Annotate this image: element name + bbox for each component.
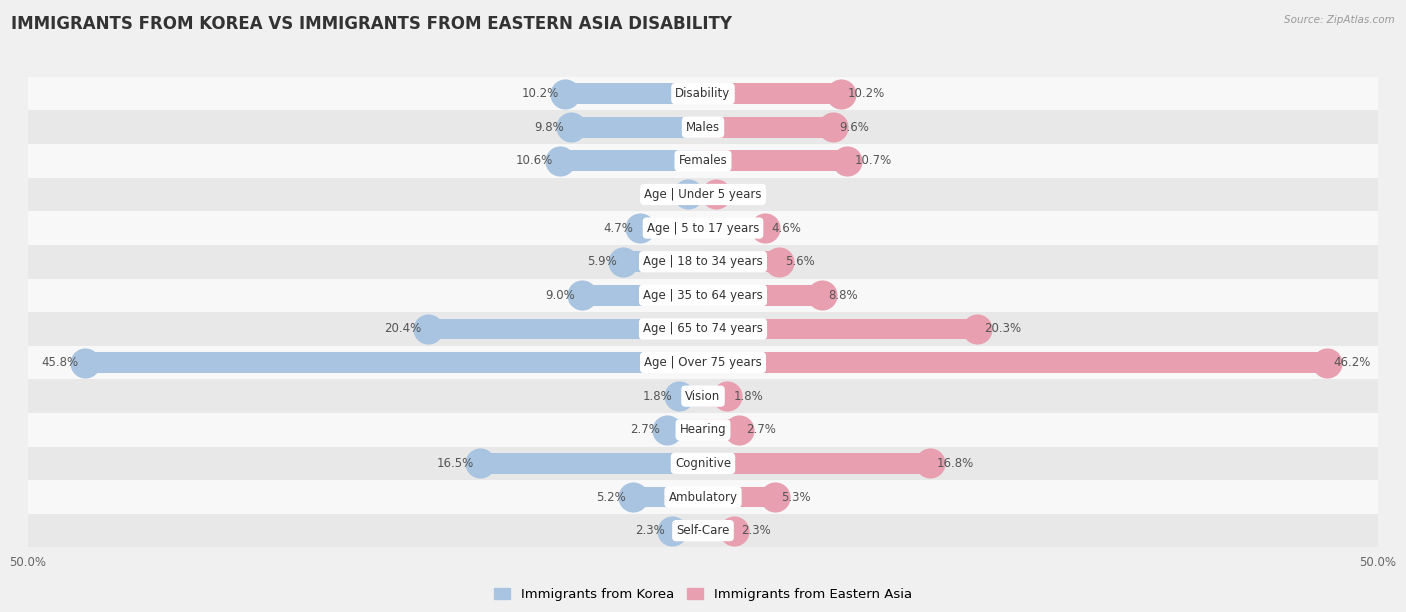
Bar <box>28 447 1378 480</box>
Text: 2.7%: 2.7% <box>747 424 776 436</box>
Text: 1.8%: 1.8% <box>643 390 672 403</box>
Bar <box>688 184 703 205</box>
Text: Hearing: Hearing <box>679 424 727 436</box>
Text: Cognitive: Cognitive <box>675 457 731 470</box>
Bar <box>703 151 848 171</box>
Bar <box>28 177 1378 211</box>
Text: 9.6%: 9.6% <box>839 121 869 134</box>
Text: 1.8%: 1.8% <box>734 390 763 403</box>
Bar <box>666 419 703 440</box>
Text: Age | 65 to 74 years: Age | 65 to 74 years <box>643 323 763 335</box>
Bar <box>28 514 1378 548</box>
Bar <box>28 346 1378 379</box>
Bar <box>565 83 703 104</box>
Bar <box>560 151 703 171</box>
Text: 1.0%: 1.0% <box>723 188 754 201</box>
Text: 10.2%: 10.2% <box>522 87 558 100</box>
Bar <box>28 379 1378 413</box>
Bar <box>703 117 832 138</box>
Bar <box>703 487 775 507</box>
Text: 9.8%: 9.8% <box>534 121 564 134</box>
Text: Age | Over 75 years: Age | Over 75 years <box>644 356 762 369</box>
Bar <box>28 413 1378 447</box>
Text: 10.7%: 10.7% <box>855 154 891 167</box>
Text: 10.2%: 10.2% <box>848 87 884 100</box>
Bar <box>481 453 703 474</box>
Text: Age | 5 to 17 years: Age | 5 to 17 years <box>647 222 759 234</box>
Text: 5.6%: 5.6% <box>786 255 815 268</box>
Text: 20.3%: 20.3% <box>984 323 1021 335</box>
Text: 5.9%: 5.9% <box>586 255 617 268</box>
Text: Ambulatory: Ambulatory <box>668 490 738 504</box>
Legend: Immigrants from Korea, Immigrants from Eastern Asia: Immigrants from Korea, Immigrants from E… <box>489 583 917 606</box>
Bar <box>28 278 1378 312</box>
Text: Age | 35 to 64 years: Age | 35 to 64 years <box>643 289 763 302</box>
Text: 16.8%: 16.8% <box>936 457 974 470</box>
Bar <box>582 285 703 306</box>
Bar <box>640 218 703 239</box>
Bar <box>703 419 740 440</box>
Text: 2.3%: 2.3% <box>636 524 665 537</box>
Bar <box>703 318 977 339</box>
Bar <box>703 453 929 474</box>
Text: 46.2%: 46.2% <box>1333 356 1371 369</box>
Bar <box>28 110 1378 144</box>
Bar <box>703 252 779 272</box>
Bar <box>28 480 1378 514</box>
Text: 20.4%: 20.4% <box>384 323 420 335</box>
Bar <box>679 386 703 406</box>
Bar <box>84 352 703 373</box>
Bar <box>703 285 821 306</box>
Bar <box>427 318 703 339</box>
Bar <box>703 218 765 239</box>
Bar <box>28 245 1378 278</box>
Text: 8.8%: 8.8% <box>828 289 858 302</box>
Bar <box>703 352 1327 373</box>
Text: 16.5%: 16.5% <box>436 457 474 470</box>
Text: Females: Females <box>679 154 727 167</box>
Bar <box>703 184 717 205</box>
Text: 4.6%: 4.6% <box>772 222 801 234</box>
Text: Vision: Vision <box>685 390 721 403</box>
Text: IMMIGRANTS FROM KOREA VS IMMIGRANTS FROM EASTERN ASIA DISABILITY: IMMIGRANTS FROM KOREA VS IMMIGRANTS FROM… <box>11 15 733 33</box>
Bar <box>571 117 703 138</box>
Text: 2.7%: 2.7% <box>630 424 659 436</box>
Text: 4.7%: 4.7% <box>603 222 633 234</box>
Bar <box>703 520 734 541</box>
Text: 10.6%: 10.6% <box>516 154 553 167</box>
Bar <box>28 144 1378 177</box>
Text: 9.0%: 9.0% <box>546 289 575 302</box>
Bar <box>703 83 841 104</box>
Bar <box>28 211 1378 245</box>
Text: Source: ZipAtlas.com: Source: ZipAtlas.com <box>1284 15 1395 25</box>
Text: Disability: Disability <box>675 87 731 100</box>
Text: Age | 18 to 34 years: Age | 18 to 34 years <box>643 255 763 268</box>
Bar <box>672 520 703 541</box>
Bar <box>633 487 703 507</box>
Text: 45.8%: 45.8% <box>41 356 79 369</box>
Text: Self-Care: Self-Care <box>676 524 730 537</box>
Bar <box>28 312 1378 346</box>
Text: 2.3%: 2.3% <box>741 524 770 537</box>
Bar <box>703 386 727 406</box>
Bar <box>28 76 1378 110</box>
Bar <box>623 252 703 272</box>
Text: 5.3%: 5.3% <box>782 490 811 504</box>
Text: Age | Under 5 years: Age | Under 5 years <box>644 188 762 201</box>
Text: 1.1%: 1.1% <box>651 188 682 201</box>
Text: 5.2%: 5.2% <box>596 490 626 504</box>
Text: Males: Males <box>686 121 720 134</box>
